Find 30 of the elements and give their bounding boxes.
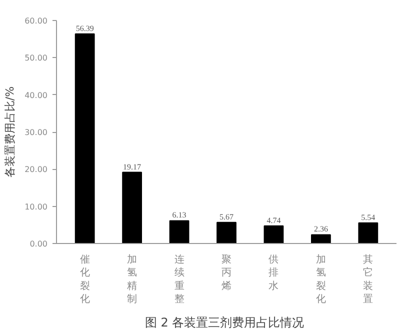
y-tick-label: 20.00 [24, 165, 48, 174]
x-tick-label: 供排水 [268, 254, 279, 292]
y-tick-label: 0.00 [30, 240, 48, 248]
data-label: 2.36 [314, 224, 328, 234]
bar [122, 172, 142, 244]
y-tick-label: 10.00 [24, 202, 48, 212]
bar [74, 33, 95, 244]
bar [311, 234, 331, 244]
x-tick-label: 催化裂化 [80, 254, 90, 306]
x-tick-label: 聚丙烯 [222, 254, 232, 292]
data-label: 5.67 [220, 212, 234, 222]
y-tick-label: 30.00 [24, 128, 48, 137]
data-label: 4.74 [266, 216, 281, 225]
bar [169, 220, 190, 244]
x-tick-label: 连续重整 [174, 254, 184, 306]
text: 图 2 各装置三剂费用占比情况 [144, 316, 304, 330]
data-label: 6.13 [172, 210, 186, 220]
bar [216, 222, 236, 244]
y-tick-label: 60.00 [24, 16, 48, 26]
x-tick-label: 加氢精制 [127, 254, 138, 306]
y-axis-title: 各装置费用占比/% [4, 86, 17, 178]
x-tick-label: 加氢裂化 [316, 254, 326, 306]
y-tick-label: 50.00 [24, 54, 48, 63]
y-tick-label: 40.00 [24, 90, 48, 100]
x-tick-label: 其它装置 [363, 254, 374, 306]
data-label: 56.39 [76, 24, 94, 33]
data-label: 5.54 [361, 212, 376, 222]
bar [264, 225, 284, 244]
data-label: 19.17 [123, 162, 142, 172]
bar [358, 222, 378, 244]
